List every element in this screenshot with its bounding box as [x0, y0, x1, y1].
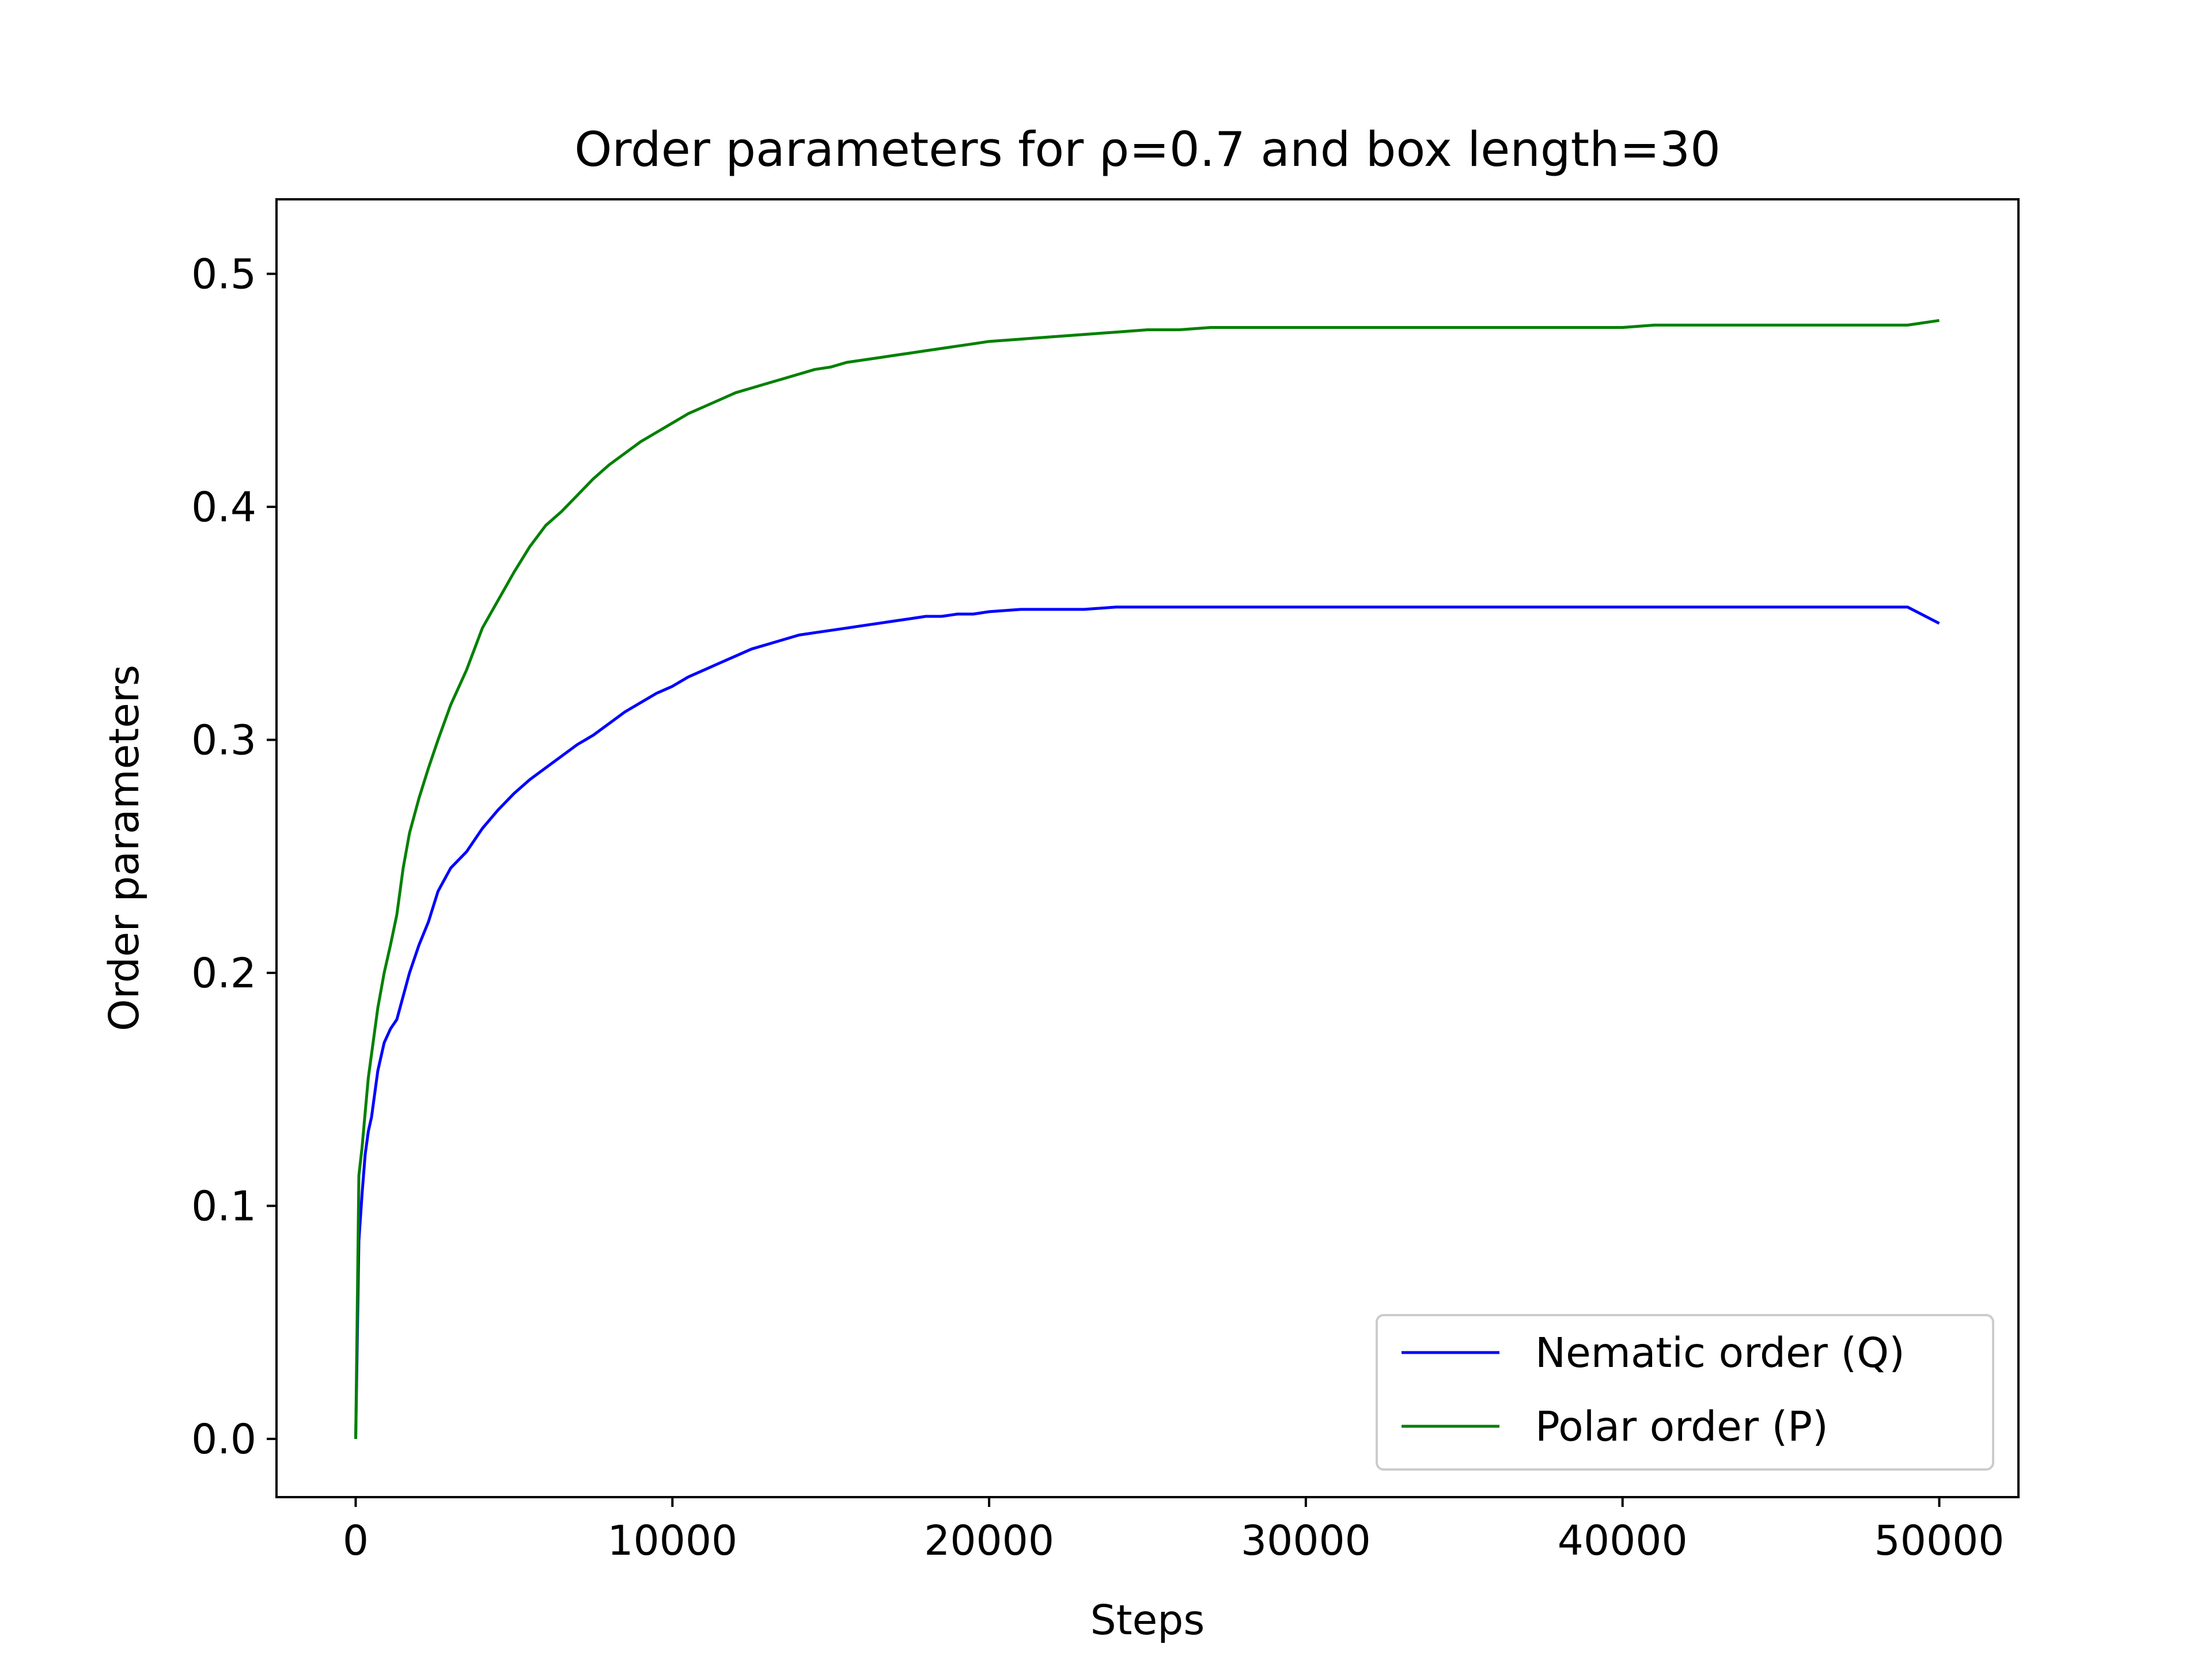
x-axis-ticks: 0 10000 20000 30000 40000 50000 [343, 1497, 2005, 1565]
legend: Nematic order (Q) Polar order (P) [1376, 1314, 1994, 1471]
y-axis-label: Order parameters [100, 665, 148, 1031]
x-tick-label: 10000 [607, 1517, 737, 1565]
legend-box [1376, 1314, 1994, 1471]
y-tick-label: 0.0 [191, 1415, 256, 1463]
y-tick-label: 0.1 [191, 1182, 256, 1230]
series-line-polar [354, 319, 1940, 1439]
y-axis-ticks: 0.0 0.1 0.2 0.3 0.4 0.5 [191, 250, 276, 1463]
chart-title: Order parameters for ρ=0.7 and box lengt… [574, 122, 1721, 177]
series-layer [354, 319, 1940, 1439]
x-tick-label: 40000 [1558, 1517, 1688, 1565]
series-line-nematic [354, 605, 1940, 1439]
x-tick-label: 0 [343, 1517, 369, 1565]
legend-label-nematic: Nematic order (Q) [1535, 1329, 1905, 1377]
y-tick-label: 0.3 [191, 716, 256, 764]
x-axis-label: Steps [1090, 1596, 1205, 1644]
y-tick-label: 0.2 [191, 949, 256, 997]
y-tick-label: 0.4 [191, 483, 256, 531]
x-tick-label: 30000 [1241, 1517, 1371, 1565]
legend-label-polar: Polar order (P) [1535, 1403, 1828, 1450]
x-tick-label: 50000 [1874, 1517, 2005, 1565]
plot-area-frame [275, 198, 2020, 1498]
y-tick-label: 0.5 [191, 250, 256, 298]
x-tick-label: 20000 [924, 1517, 1054, 1565]
